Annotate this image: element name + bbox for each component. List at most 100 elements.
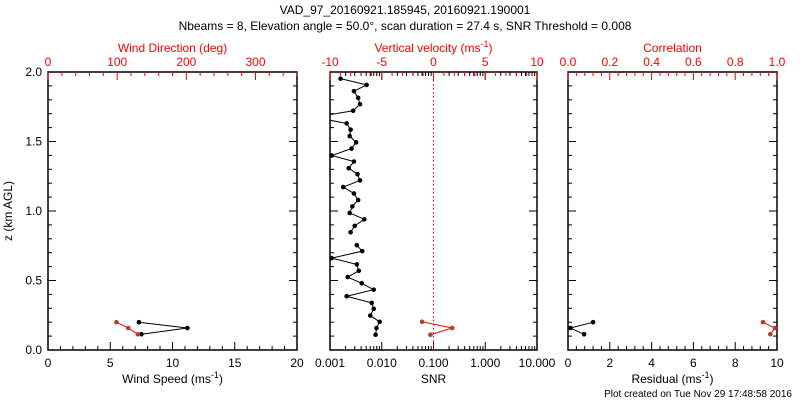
data-point bbox=[139, 331, 144, 337]
data-point bbox=[355, 197, 361, 203]
top-tick-label: 0.0 bbox=[560, 55, 577, 69]
x-tick-label: 4 bbox=[648, 356, 655, 370]
y-tick-label: 1.5 bbox=[25, 135, 42, 149]
top-tick-label: 300 bbox=[245, 55, 265, 69]
data-point bbox=[350, 204, 355, 209]
data-point bbox=[355, 95, 361, 101]
x-tick-label: 0 bbox=[565, 356, 572, 370]
data-point bbox=[356, 268, 362, 274]
x-axis-label-top: Correlation bbox=[643, 41, 702, 55]
data-point bbox=[351, 88, 357, 94]
y-tick-label: 0.0 bbox=[25, 343, 42, 357]
data-point bbox=[347, 133, 352, 139]
panel-1: 0.001 0.010 0.100 1.000 10.000 SNR -10 -5 0 5 10 Ve… bbox=[312, 39, 556, 386]
top-tick-label: 0 bbox=[430, 55, 437, 69]
data-point bbox=[581, 331, 587, 337]
y-tick-label: 0.5 bbox=[25, 274, 42, 288]
top-tick-label: 1.0 bbox=[769, 55, 786, 69]
data-point bbox=[349, 146, 354, 151]
data-point bbox=[351, 159, 357, 164]
x-tick-label: 0 bbox=[45, 356, 52, 370]
x-tick-label: 8 bbox=[732, 356, 739, 370]
top-tick-label: 0.4 bbox=[643, 55, 660, 69]
series-line-snr bbox=[330, 78, 369, 233]
data-point bbox=[312, 115, 317, 120]
data-point bbox=[185, 325, 190, 331]
data-point bbox=[136, 319, 142, 325]
top-tick-label: 0.6 bbox=[685, 55, 702, 69]
top-tick-label: -10 bbox=[321, 55, 339, 69]
x-axis-label-bottom: Wind Speed (ms-1) bbox=[122, 370, 223, 386]
data-point bbox=[772, 325, 777, 331]
data-point bbox=[364, 82, 369, 88]
x-tick-label: 10 bbox=[770, 356, 784, 370]
series-line-wind-speed bbox=[138, 321, 188, 335]
data-point bbox=[419, 319, 425, 325]
y-axis-label: z (km AGL) bbox=[1, 181, 15, 241]
data-point bbox=[369, 300, 375, 306]
data-point bbox=[330, 255, 335, 261]
label-superscript: -1 bbox=[211, 370, 219, 380]
data-point bbox=[351, 191, 357, 196]
y-tick-label: 2.0 bbox=[25, 65, 42, 79]
x-tick-label: 5 bbox=[107, 356, 114, 370]
x-tick-label: 0.010 bbox=[367, 356, 397, 370]
x-axis-label-top: Wind Direction (deg) bbox=[118, 41, 227, 55]
series-group bbox=[114, 319, 190, 337]
series-line-vertical-velocity bbox=[422, 321, 453, 336]
data-point bbox=[344, 293, 349, 299]
data-point bbox=[371, 306, 377, 312]
data-point bbox=[352, 223, 357, 229]
top-tick-label: 200 bbox=[176, 55, 196, 69]
data-point bbox=[449, 325, 455, 331]
panel-0: 0.0 0.5 1.0 1.5 2.0 z (km AGL) 0 5 10 15 20 Wind Sp… bbox=[1, 41, 304, 386]
x-axis-label-top: Vertical velocity (ms-1) bbox=[374, 39, 492, 55]
top-tick-label: -5 bbox=[376, 55, 387, 69]
x-tick-label: 15 bbox=[228, 356, 242, 370]
data-point bbox=[354, 242, 360, 248]
chart-subtitle: Nbeams = 8, Elevation angle = 50.0°, sca… bbox=[179, 19, 632, 33]
x-axis-label-bottom: Residual (ms-1) bbox=[631, 370, 713, 386]
data-point bbox=[768, 331, 773, 337]
panel-2: 0 2 4 6 8 10 Residual (ms-1) 0.0 0.2 0.4 0.6 0.8 1.0… bbox=[560, 41, 786, 386]
x-tick-label: 6 bbox=[690, 356, 697, 370]
data-point bbox=[125, 325, 131, 331]
data-point bbox=[346, 165, 352, 171]
data-point bbox=[357, 101, 363, 107]
data-point bbox=[348, 127, 353, 132]
label-end: ) bbox=[219, 372, 223, 386]
data-point bbox=[373, 332, 378, 338]
top-tick-label: 10 bbox=[530, 55, 544, 69]
data-point bbox=[374, 325, 379, 331]
data-point bbox=[359, 248, 365, 254]
x-axis-label-bottom: SNR bbox=[421, 372, 447, 386]
data-point bbox=[348, 229, 353, 235]
data-point bbox=[377, 319, 382, 325]
data-point bbox=[135, 331, 141, 337]
data-point bbox=[590, 319, 596, 325]
plot-frame bbox=[47, 71, 298, 351]
data-point bbox=[357, 178, 363, 183]
data-point bbox=[760, 319, 766, 325]
series-line-residual bbox=[569, 321, 594, 335]
data-point bbox=[114, 319, 119, 325]
x-tick-label: 10.000 bbox=[519, 356, 556, 370]
data-point bbox=[347, 210, 352, 216]
plot-created-footer: Plot created on Tue Nov 29 17:48:58 2016 bbox=[604, 389, 792, 400]
series-group bbox=[568, 319, 777, 337]
series-group bbox=[312, 76, 455, 338]
data-point bbox=[340, 184, 346, 190]
data-point bbox=[359, 280, 365, 286]
data-point bbox=[361, 217, 367, 222]
data-point bbox=[330, 153, 335, 158]
data-point bbox=[350, 108, 356, 114]
chart-title: VAD_97_20160921.185945, 20160921.190001 bbox=[280, 3, 531, 17]
label-end: ) bbox=[710, 372, 714, 386]
x-tick-label: 2 bbox=[606, 356, 613, 370]
data-point bbox=[428, 332, 433, 338]
label-end: ) bbox=[489, 41, 493, 55]
top-tick-label: 100 bbox=[107, 55, 127, 69]
data-point bbox=[344, 121, 349, 126]
plot-frame bbox=[567, 71, 778, 351]
